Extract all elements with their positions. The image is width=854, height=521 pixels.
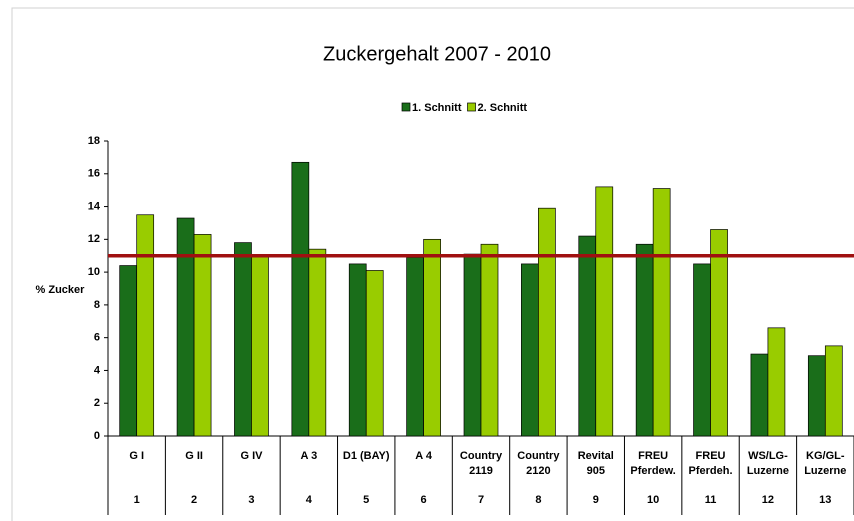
bar <box>807 355 826 437</box>
bar <box>521 263 539 437</box>
x-tick-label: Pferdew. <box>630 465 675 477</box>
category-number: 3 <box>248 494 254 506</box>
bar <box>710 229 728 437</box>
x-tick-label: Luzerne <box>804 465 846 477</box>
y-tick-label: 4 <box>94 364 101 376</box>
category-number: 2 <box>191 494 197 506</box>
bar <box>538 207 556 437</box>
bar <box>119 265 138 437</box>
legend-label: 2. Schnitt <box>478 102 528 114</box>
y-tick-label: 6 <box>94 332 100 344</box>
x-tick-label: 905 <box>587 465 605 477</box>
bar <box>406 257 424 437</box>
category-number: 6 <box>421 494 427 506</box>
x-tick-label: A 3 <box>300 450 317 462</box>
bar <box>463 253 482 437</box>
x-tick-label: G I <box>129 450 144 462</box>
x-tick-label: A 4 <box>415 450 433 462</box>
bar <box>824 345 843 437</box>
y-tick-label: 18 <box>88 135 100 147</box>
bar <box>578 235 597 437</box>
x-tick-label: KG/GL- <box>806 450 845 462</box>
category-number: 11 <box>705 494 717 506</box>
y-tick-label: 12 <box>88 233 100 245</box>
chart-title: Zuckergehalt 2007 - 2010 <box>323 43 551 65</box>
bar <box>750 353 769 437</box>
bar <box>136 214 155 437</box>
bar <box>193 234 212 437</box>
category-number: 10 <box>647 494 659 506</box>
x-tick-label: D1 (BAY) <box>343 450 390 462</box>
category-number: 8 <box>535 494 541 506</box>
bar <box>251 255 269 437</box>
x-tick-label: 2120 <box>526 465 550 477</box>
bar <box>176 217 195 437</box>
y-axis-label: % Zucker <box>36 284 86 296</box>
legend-swatch <box>467 102 476 112</box>
x-tick-label: Country <box>460 450 503 462</box>
y-tick-label: 14 <box>88 200 101 212</box>
x-tick-label: Revital <box>578 450 614 462</box>
legend-swatch <box>401 102 411 112</box>
x-tick-label: Pferdeh. <box>689 465 733 477</box>
legend-label: 1. Schnitt <box>412 102 462 114</box>
bar <box>480 243 499 437</box>
bar <box>423 238 441 437</box>
bar <box>652 188 671 437</box>
y-tick-label: 8 <box>94 299 100 311</box>
x-tick-label: WS/LG- <box>748 450 788 462</box>
bar <box>308 248 327 437</box>
category-number: 1 <box>134 494 140 506</box>
category-number: 4 <box>306 494 313 506</box>
category-number: 13 <box>819 494 831 506</box>
category-number: 7 <box>478 494 484 506</box>
y-tick-label: 2 <box>94 397 100 409</box>
category-number: 12 <box>762 494 774 506</box>
bar <box>234 242 252 437</box>
y-tick-label: 10 <box>88 266 100 278</box>
bar <box>693 263 711 437</box>
x-tick-label: Country <box>517 450 560 462</box>
bar <box>365 270 384 437</box>
category-number: 5 <box>363 494 369 506</box>
x-tick-label: 2119 <box>469 465 493 477</box>
x-tick-label: G IV <box>240 450 263 462</box>
y-tick-label: 16 <box>88 168 100 180</box>
x-tick-label: FREU <box>638 450 668 462</box>
category-number: 9 <box>593 494 599 506</box>
bar <box>767 327 786 437</box>
x-tick-label: FREU <box>696 450 726 462</box>
bar <box>595 186 614 437</box>
x-tick-label: Luzerne <box>747 465 789 477</box>
bar <box>635 243 654 437</box>
bar <box>348 263 367 437</box>
x-tick-label: G II <box>185 450 203 462</box>
bar <box>291 161 310 437</box>
y-tick-label: 0 <box>94 430 100 442</box>
